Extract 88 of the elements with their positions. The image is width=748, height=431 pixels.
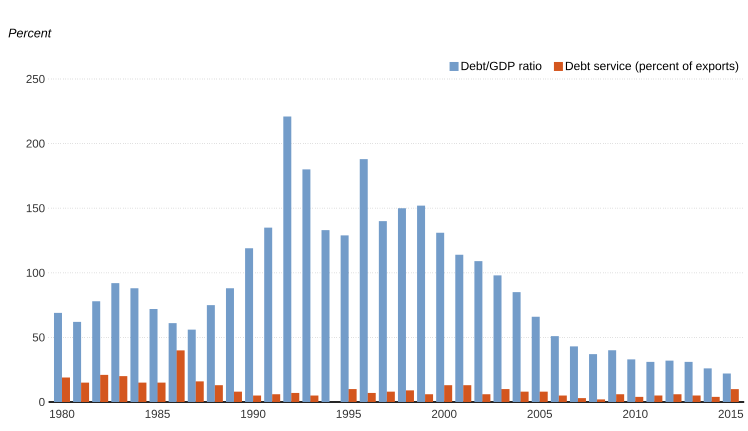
bar xyxy=(283,116,292,402)
bar xyxy=(214,385,223,402)
bar xyxy=(646,362,654,402)
x-tick-label: 1990 xyxy=(241,410,266,418)
bar xyxy=(188,330,196,402)
bar xyxy=(150,308,158,402)
bar xyxy=(627,359,636,402)
bar xyxy=(168,323,177,402)
bar xyxy=(378,221,387,402)
bar xyxy=(482,394,490,402)
bar xyxy=(291,392,300,402)
bar xyxy=(196,381,204,402)
bar xyxy=(425,394,434,402)
bar xyxy=(712,396,720,402)
bar xyxy=(310,396,318,402)
bar xyxy=(684,362,693,402)
bar xyxy=(616,394,624,402)
bar xyxy=(272,394,280,402)
bar xyxy=(494,275,502,402)
bar xyxy=(502,389,510,402)
bar xyxy=(245,248,254,402)
bar xyxy=(635,396,644,402)
bar xyxy=(673,394,682,402)
bar xyxy=(406,390,414,402)
bar xyxy=(81,382,90,402)
bar xyxy=(73,322,82,402)
bar xyxy=(589,354,598,402)
y-tick-label: 200 xyxy=(26,140,45,148)
bar xyxy=(436,232,444,402)
y-axis-title: Percent xyxy=(8,28,52,38)
bar xyxy=(570,346,578,402)
bar xyxy=(532,316,540,402)
bar xyxy=(322,230,330,402)
y-tick-label: 0 xyxy=(39,398,45,406)
bar xyxy=(578,398,586,402)
bar xyxy=(730,389,739,402)
bar xyxy=(654,396,662,402)
bar xyxy=(302,169,310,402)
legend-label: Debt service (percent of exports) xyxy=(566,61,738,73)
bar xyxy=(398,208,406,402)
bar xyxy=(665,360,674,402)
x-tick-label: 2005 xyxy=(528,410,552,418)
bar xyxy=(100,374,108,402)
bar xyxy=(234,392,242,402)
legend-label: Debt/GDP ratio xyxy=(462,61,542,70)
y-tick-label: 50 xyxy=(32,333,45,342)
bar xyxy=(540,392,548,402)
bar xyxy=(704,368,712,402)
bar xyxy=(368,392,376,402)
bar xyxy=(348,389,357,402)
bar xyxy=(444,385,452,402)
bar xyxy=(130,288,138,402)
x-tick-label: 1995 xyxy=(336,410,361,418)
bar xyxy=(722,374,731,402)
bar xyxy=(692,396,701,402)
bar xyxy=(340,235,349,402)
bar xyxy=(119,376,128,402)
bar xyxy=(226,288,234,402)
bar xyxy=(455,254,464,402)
x-tick-label: 2010 xyxy=(623,410,648,418)
y-tick-label: 150 xyxy=(26,204,45,212)
bar xyxy=(111,283,120,402)
bar xyxy=(550,336,559,402)
y-tick-label: 250 xyxy=(26,74,45,84)
bar xyxy=(360,159,368,402)
bar xyxy=(512,292,521,402)
x-tick-label: 1985 xyxy=(146,410,170,418)
bar xyxy=(54,312,62,402)
x-tick-label: 2015 xyxy=(718,410,744,418)
bar xyxy=(597,399,606,402)
bar xyxy=(158,382,166,402)
bar xyxy=(253,396,262,402)
bar xyxy=(386,392,395,402)
bar xyxy=(138,382,146,402)
bar xyxy=(608,350,616,402)
bar xyxy=(463,385,472,402)
bar xyxy=(92,301,100,402)
x-tick-label: 2000 xyxy=(432,410,457,418)
bar xyxy=(520,392,529,402)
bar xyxy=(558,396,567,402)
y-tick-label: 100 xyxy=(26,268,45,277)
bar xyxy=(417,206,426,402)
bar xyxy=(62,377,70,402)
x-tick-label: 1980 xyxy=(50,410,74,418)
bar xyxy=(206,305,215,402)
bar xyxy=(264,228,272,402)
bar xyxy=(176,350,185,402)
bar xyxy=(474,261,482,402)
